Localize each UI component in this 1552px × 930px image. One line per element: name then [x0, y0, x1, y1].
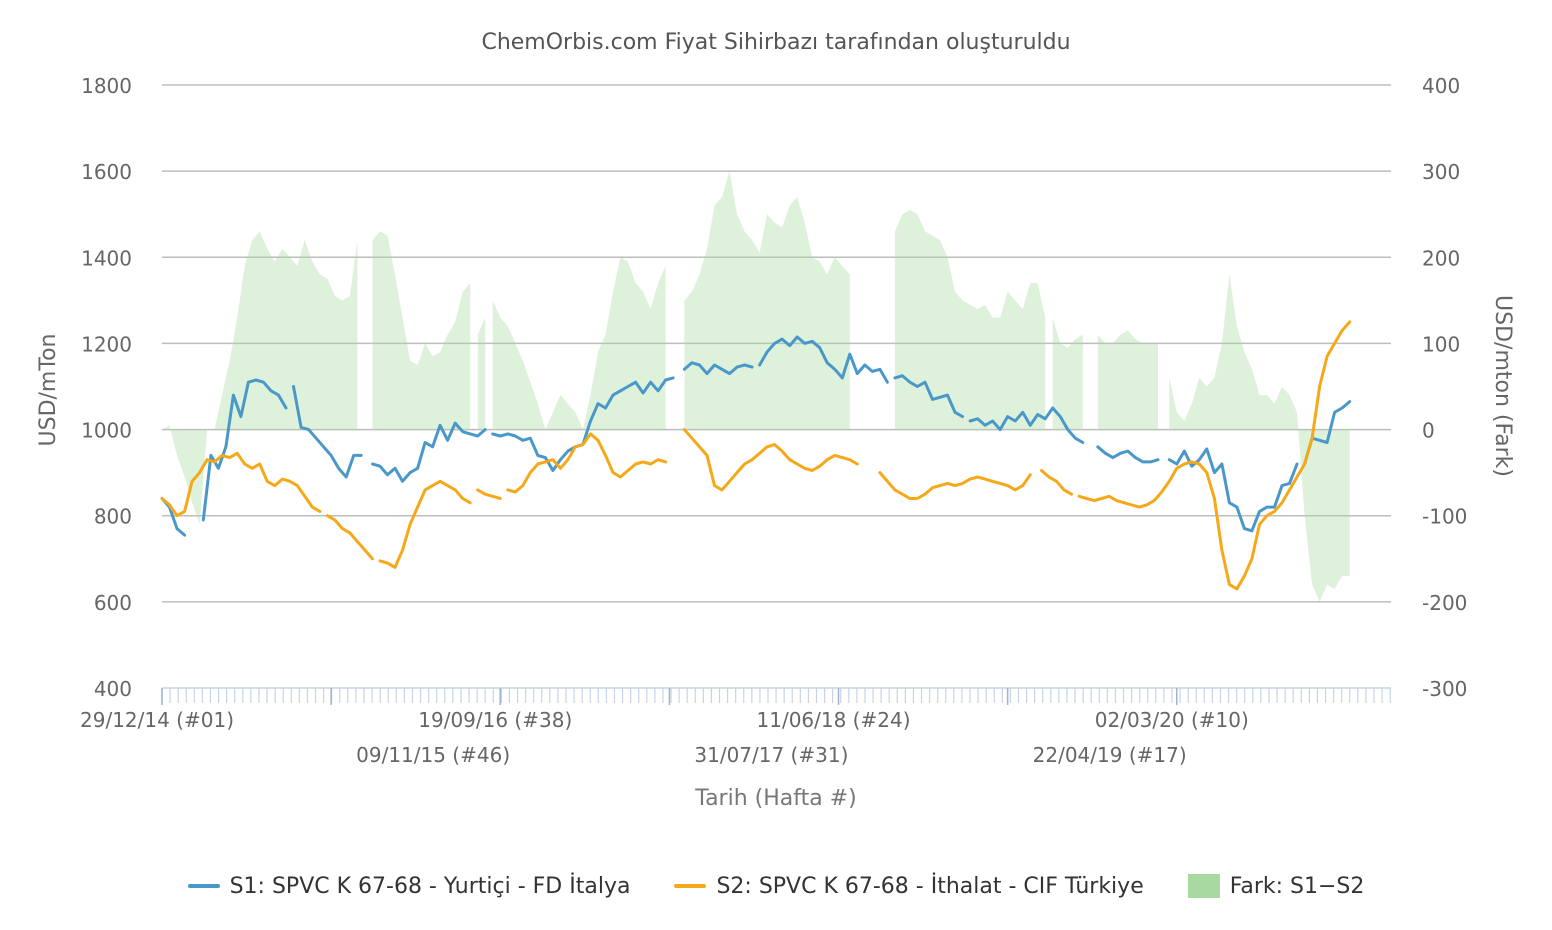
y2-tick-label: 100 — [1422, 332, 1460, 356]
difference-area-segment — [1052, 317, 1083, 430]
series-2-line — [476, 488, 502, 500]
chart-title: ChemOrbis.com Fiyat Sihirbazı tarafından… — [481, 30, 1070, 55]
series-2-line — [378, 479, 472, 569]
series-1-line — [682, 361, 754, 376]
y-axis-ticks: 1800 1600 1400 1200 1000 800 600 400 — [81, 74, 132, 701]
y2-tick-label: 0 — [1422, 419, 1435, 443]
y-axis-title: USD/mTon — [36, 334, 61, 447]
y-tick-label: 800 — [94, 505, 132, 529]
difference-area-segment — [372, 231, 471, 430]
series-1-line — [893, 374, 964, 419]
x-tick-label: 29/12/14 (#01) — [80, 708, 234, 732]
difference-area-segment — [162, 231, 358, 525]
y2-tick-label: -300 — [1422, 677, 1467, 701]
series-2-line — [160, 451, 322, 518]
y-tick-label: 1400 — [81, 246, 132, 270]
legend-label-s1: S1: SPVC K 67-68 - Yurtiçi - FD İtalya — [229, 873, 631, 899]
series-1-line — [758, 335, 889, 384]
series-2-line — [682, 428, 859, 492]
series-1-line — [968, 406, 1085, 444]
y-tick-label: 400 — [94, 677, 132, 701]
series-2-line — [506, 432, 668, 494]
series-2-line — [1077, 320, 1352, 591]
legend-swatch-s1 — [187, 884, 220, 888]
legend-item-s2[interactable]: S2: SPVC K 67-68 - İthalat - CIF Türkiye — [674, 873, 1144, 899]
y2-axis-title: USD/mton (Fark) — [1490, 295, 1515, 477]
y-tick-label: 600 — [94, 591, 132, 615]
x-axis-title: Tarih (Hafta #) — [694, 786, 856, 811]
y2-tick-label: -200 — [1422, 591, 1467, 615]
x-tick-label: 09/11/15 (#46) — [356, 743, 510, 767]
difference-area-segment — [1169, 274, 1350, 602]
x-tick-label: 19/09/16 (#38) — [418, 708, 572, 732]
y-tick-label: 1600 — [81, 160, 132, 184]
y2-tick-label: 400 — [1422, 74, 1460, 98]
difference-area-segment — [492, 257, 666, 430]
legend-swatch-difference — [1187, 874, 1220, 898]
legend-item-s1[interactable]: S1: SPVC K 67-68 - Yurtiçi - FD İtalya — [187, 873, 631, 899]
series-lines — [160, 320, 1352, 591]
series-2-line — [325, 514, 374, 561]
x-axis: 29/12/14 (#01) 09/11/15 (#46) 19/09/16 (#3… — [80, 687, 1391, 767]
x-tick-label: 11/06/18 (#24) — [757, 708, 911, 732]
y-tick-label: 1800 — [81, 74, 132, 98]
series-1-line — [160, 497, 187, 537]
legend-item-difference[interactable]: Fark: S1−S2 — [1187, 873, 1365, 899]
y-tick-label: 1000 — [81, 419, 132, 443]
x-tick-label: 22/04/19 (#17) — [1033, 743, 1187, 767]
x-tick-label: 31/07/17 (#31) — [694, 743, 848, 767]
series-2-line — [1040, 469, 1073, 496]
legend: S1: SPVC K 67-68 - Yurtiçi - FD İtalya S… — [0, 866, 1552, 906]
x-tick-label: 02/03/20 (#10) — [1095, 708, 1249, 732]
series-1-line — [371, 421, 487, 483]
series-1-line — [1167, 447, 1299, 533]
difference-area-segment — [1097, 330, 1158, 430]
difference-area-segment — [894, 209, 1046, 430]
y2-tick-label: 200 — [1422, 246, 1460, 270]
series-1-line — [1096, 445, 1160, 464]
y2-tick-label: -100 — [1422, 505, 1467, 529]
legend-label-s2: S2: SPVC K 67-68 - İthalat - CIF Türkiye — [716, 873, 1144, 899]
legend-swatch-s2 — [674, 884, 707, 888]
series-2-line — [878, 471, 1032, 500]
y-tick-label: 1200 — [81, 332, 132, 356]
difference-area-segment — [684, 171, 850, 430]
y2-axis-ticks: 400 300 200 100 0 -100 -200 -300 — [1422, 74, 1467, 701]
gridlines — [162, 84, 1391, 603]
series-1-line — [201, 378, 288, 522]
difference-area — [162, 171, 1350, 602]
legend-label-difference: Fark: S1−S2 — [1229, 873, 1365, 899]
series-1-line — [292, 385, 363, 479]
y2-tick-label: 300 — [1422, 160, 1460, 184]
difference-area-segment — [477, 317, 486, 430]
